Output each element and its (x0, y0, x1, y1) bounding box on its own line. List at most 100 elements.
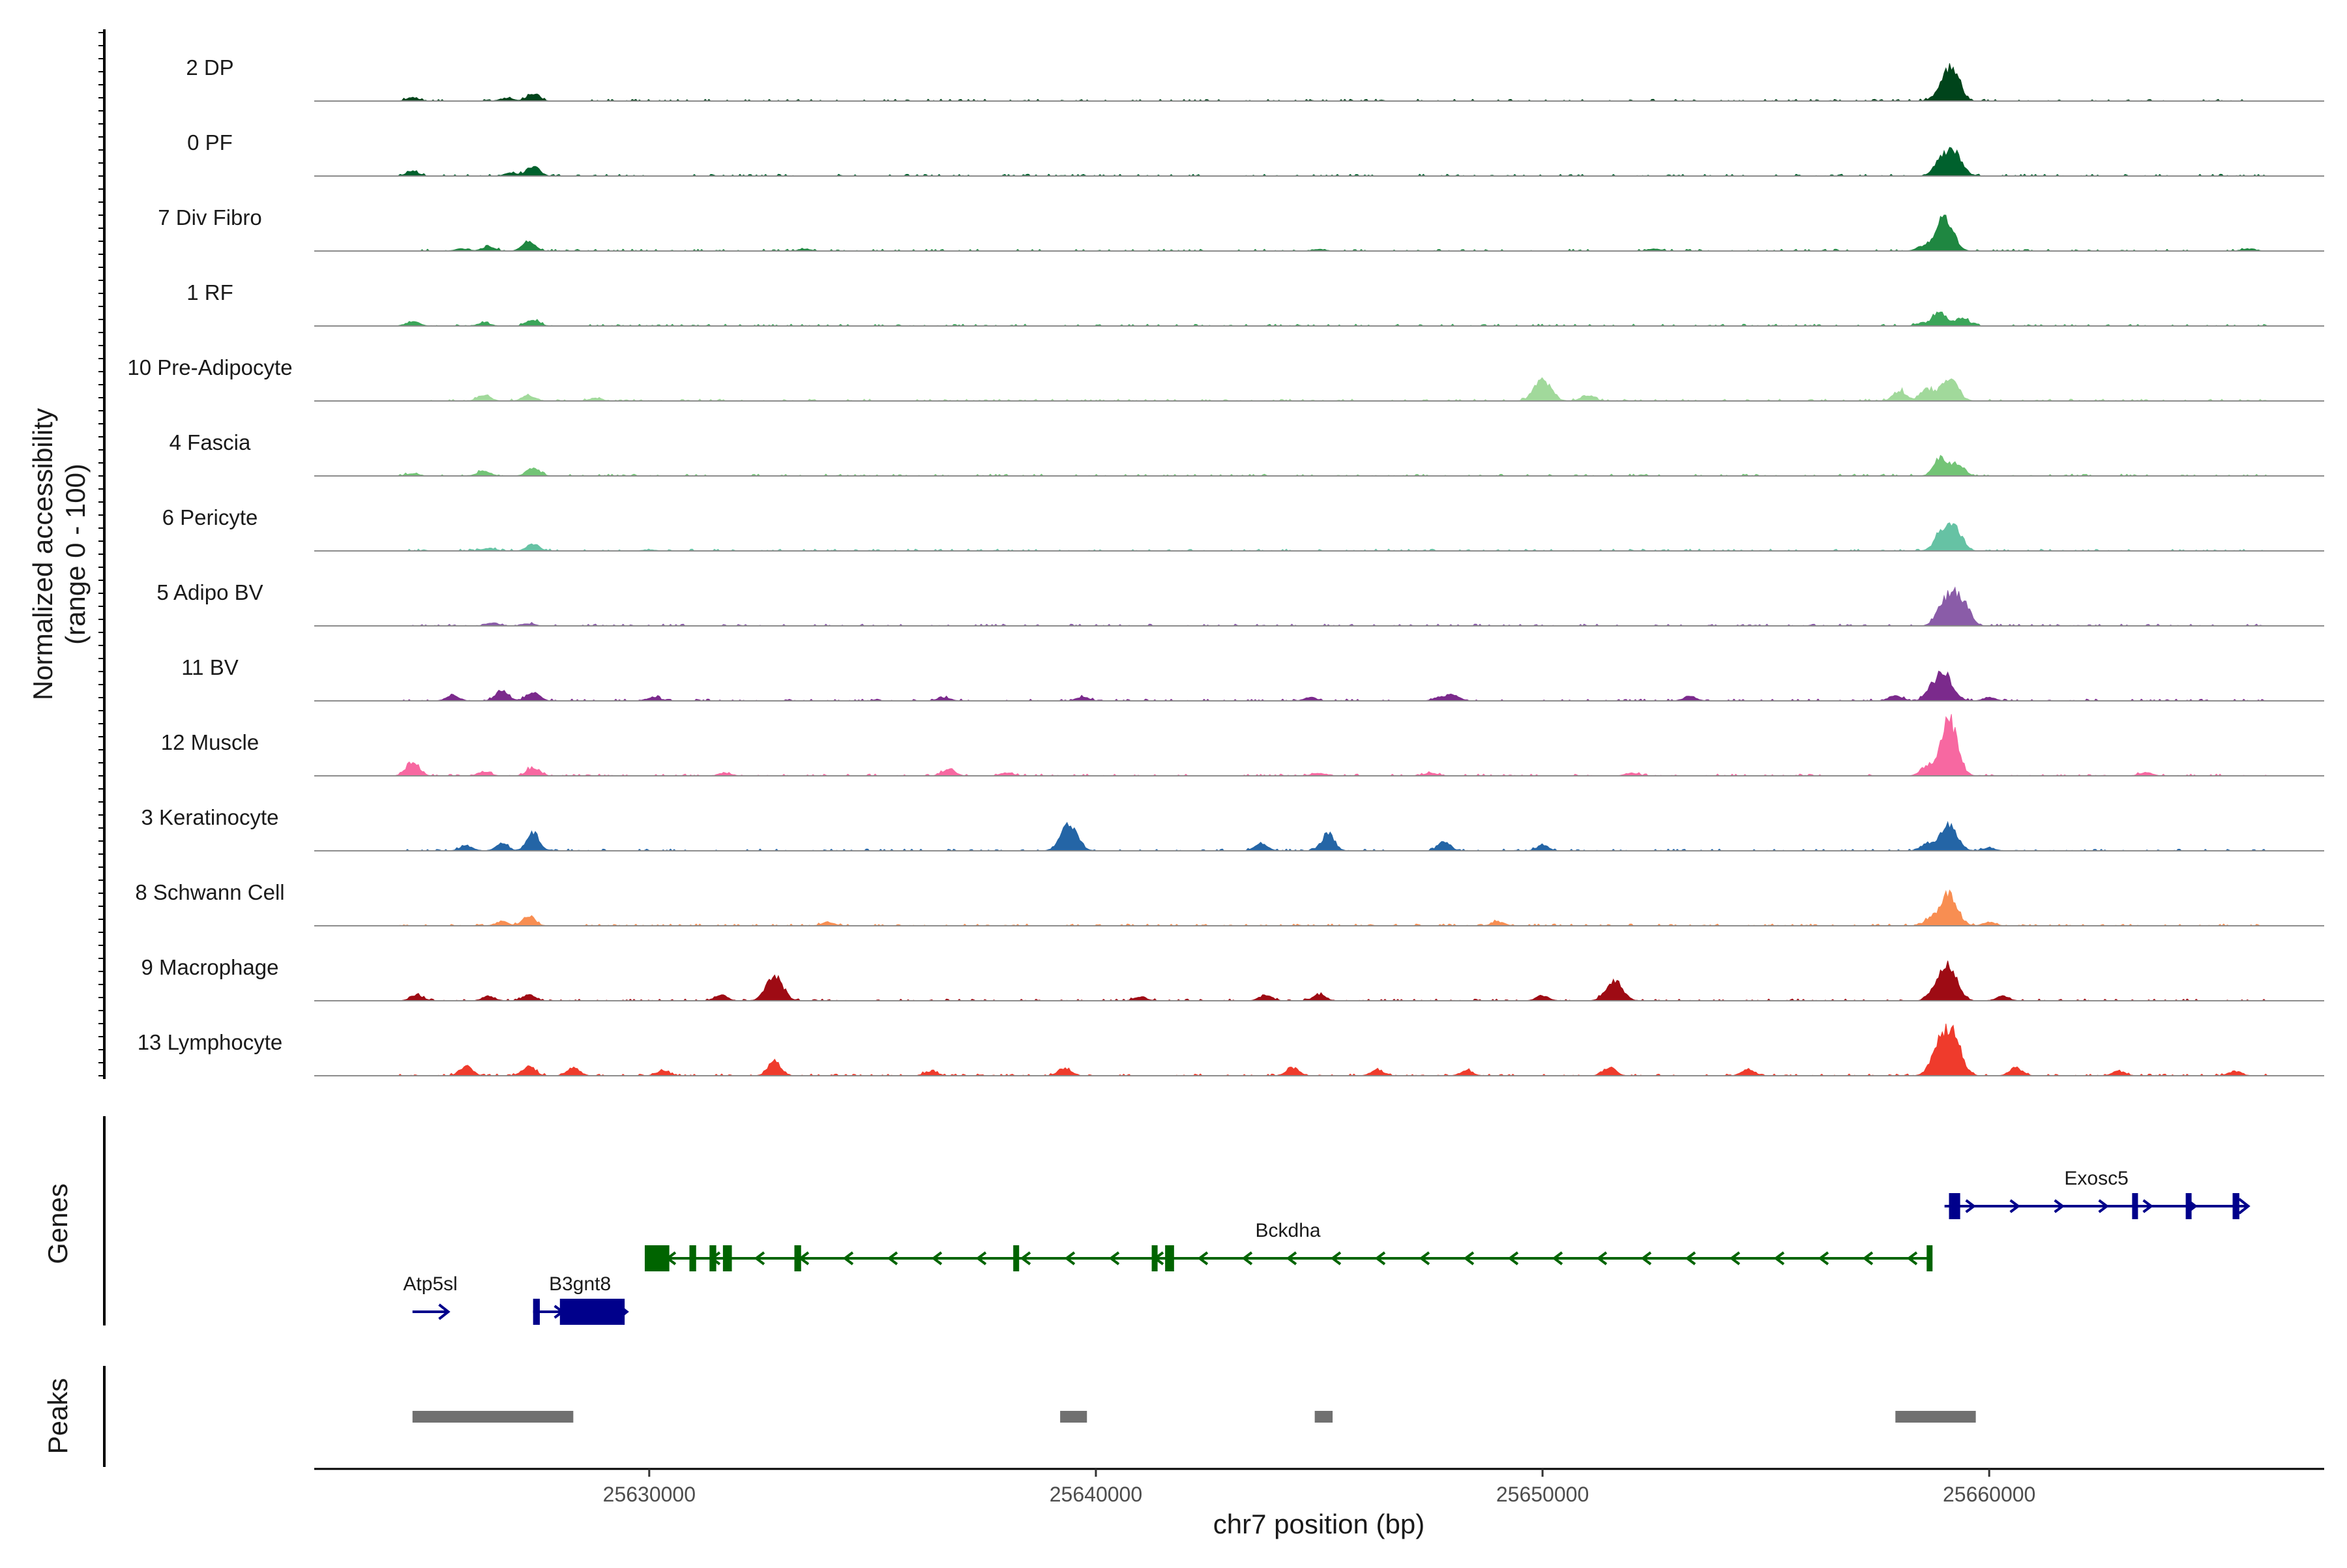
exon (794, 1245, 801, 1271)
x-tick-label: 25630000 (603, 1483, 696, 1506)
track-label: 12 Muscle (161, 730, 259, 754)
strand-arrow (2098, 1199, 2109, 1213)
strand-arrow (1241, 1251, 1253, 1265)
strand-arrow (1020, 1251, 1031, 1265)
track-signal (314, 454, 2324, 477)
y-axis-subtitle: (range 0 - 100) (60, 464, 91, 645)
exon (709, 1245, 716, 1271)
track-label: 10 Pre-Adipocyte (127, 355, 292, 379)
strand-arrow (1108, 1251, 1120, 1265)
track-signal (314, 214, 2324, 252)
strand-arrow (1862, 1251, 1874, 1265)
exon (1926, 1245, 1933, 1271)
gene-b3gnt8: B3gnt8 (533, 1273, 629, 1325)
track-signal (314, 889, 2324, 926)
track-label: 4 Fascia (170, 430, 251, 454)
strand-arrow (2142, 1199, 2153, 1213)
track-label: 2 DP (186, 55, 233, 80)
gene-label: Bckdha (1256, 1220, 1321, 1241)
strand-arrow (1965, 1199, 1976, 1213)
strand-arrow (1906, 1251, 1918, 1265)
track-signal (314, 63, 2324, 102)
track-label: 9 Macrophage (141, 955, 279, 979)
peak-region (1060, 1411, 1087, 1423)
strand-arrow (1818, 1251, 1829, 1265)
strand-arrow (1685, 1251, 1696, 1265)
track-signal (314, 586, 2324, 627)
track-signal (314, 147, 2324, 177)
peaks-panel-title: Peaks (42, 1378, 73, 1455)
track-9: 11 BV (181, 655, 2324, 702)
strand-arrow (975, 1251, 987, 1265)
track-10: 12 Muscle (161, 714, 2324, 777)
strand-arrow (1286, 1251, 1297, 1265)
y-axis-title: Normalized accessibility (27, 408, 58, 700)
exon (559, 1299, 625, 1325)
strand-arrow (754, 1251, 765, 1265)
gene-label: Exosc5 (2064, 1168, 2128, 1189)
track-14: 13 Lymphocyte (138, 1024, 2324, 1076)
gene-atp5sl: Atp5sl (403, 1273, 458, 1320)
x-tick-label: 25640000 (1050, 1483, 1142, 1506)
track-label: 3 Keratinocyte (141, 805, 279, 829)
exon (2132, 1193, 2138, 1219)
genes-panel-title: Genes (42, 1183, 73, 1264)
strand-arrow (1330, 1251, 1342, 1265)
strand-arrow (1064, 1251, 1076, 1265)
accessibility-minor-ticks (98, 32, 104, 1076)
track-1: 2 DP (186, 55, 2324, 102)
track-label: 5 Adipo BV (156, 580, 263, 604)
strand-arrow (2054, 1199, 2065, 1213)
track-7: 6 Pericyte (162, 505, 2324, 552)
track-signal (314, 960, 2324, 1001)
x-axis-title: chr7 position (bp) (1213, 1509, 1425, 1539)
track-label: 13 Lymphocyte (138, 1030, 283, 1054)
strand-arrow (1640, 1251, 1652, 1265)
track-signal (314, 714, 2324, 777)
track-label: 0 PF (187, 130, 233, 155)
track-signal (314, 377, 2324, 402)
x-axis-ticks: 25630000 25640000 25650000 25660000 (603, 1469, 2035, 1506)
exon (1013, 1245, 1020, 1271)
track-label: 11 BV (181, 655, 238, 679)
track-label: 7 Div Fibro (158, 205, 262, 229)
strand-arrow (1374, 1251, 1386, 1265)
strand-arrow (842, 1251, 854, 1265)
exon (689, 1245, 696, 1271)
track-signal (314, 821, 2324, 851)
strand-arrow (2009, 1199, 2020, 1213)
strand-arrow (1773, 1251, 1785, 1265)
strand-arrow (931, 1251, 943, 1265)
exon (722, 1245, 732, 1271)
track-5: 10 Pre-Adipocyte (127, 355, 2324, 402)
track-signal (314, 670, 2324, 702)
track-6: 4 Fascia (170, 430, 2324, 477)
strand-arrow (438, 1303, 450, 1320)
exon (644, 1245, 670, 1271)
strand-arrow (1596, 1251, 1608, 1265)
exon (1949, 1193, 1960, 1219)
strand-arrow (2238, 1198, 2251, 1215)
track-2: 0 PF (187, 130, 2324, 177)
coverage-tracks: 2 DP 0 PF 7 Div Fibro 1 RF 10 Pre-Adipocyte 4… (127, 55, 2324, 1076)
exon (2232, 1193, 2239, 1219)
strand-arrow (1552, 1251, 1563, 1265)
peak-region (1895, 1411, 1976, 1423)
strand-arrow (1419, 1251, 1430, 1265)
track-signal (314, 311, 2324, 327)
exon (2185, 1193, 2192, 1219)
track-signal (314, 1024, 2324, 1076)
track-label: 6 Pericyte (162, 505, 258, 529)
gene-label: Atp5sl (403, 1273, 457, 1295)
track-3: 7 Div Fibro (158, 205, 2324, 252)
track-8: 5 Adipo BV (156, 580, 2324, 627)
peak-region (1314, 1411, 1333, 1423)
track-label: 8 Schwann Cell (135, 880, 284, 904)
gene-exosc5: Exosc5 (1944, 1168, 2251, 1219)
strand-arrow (1197, 1251, 1209, 1265)
gene-label: B3gnt8 (549, 1273, 611, 1295)
exon (1151, 1245, 1158, 1271)
peak-regions-panel (412, 1411, 1976, 1423)
peak-region (412, 1411, 574, 1423)
